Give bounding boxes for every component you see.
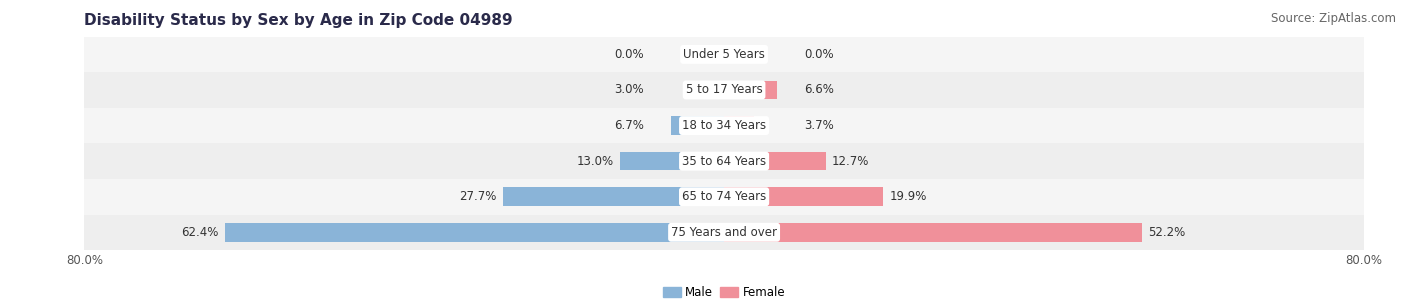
Bar — [620, 152, 724, 170]
Text: 75 Years and over: 75 Years and over — [671, 226, 778, 239]
Text: Under 5 Years: Under 5 Years — [683, 48, 765, 61]
Text: 62.4%: 62.4% — [181, 226, 219, 239]
Bar — [724, 116, 754, 135]
Text: 52.2%: 52.2% — [1147, 226, 1185, 239]
Bar — [84, 108, 1364, 143]
Bar — [84, 179, 1364, 214]
Text: 35 to 64 Years: 35 to 64 Years — [682, 155, 766, 168]
Bar — [84, 143, 1364, 179]
Legend: Male, Female: Male, Female — [658, 282, 790, 304]
Bar — [700, 81, 724, 99]
Text: 5 to 17 Years: 5 to 17 Years — [686, 84, 762, 96]
Text: 27.7%: 27.7% — [458, 190, 496, 203]
Text: 0.0%: 0.0% — [614, 48, 644, 61]
Text: 13.0%: 13.0% — [576, 155, 614, 168]
Text: 12.7%: 12.7% — [832, 155, 869, 168]
Text: 3.7%: 3.7% — [804, 119, 834, 132]
Bar — [724, 223, 1142, 242]
Bar — [724, 188, 883, 206]
Text: 65 to 74 Years: 65 to 74 Years — [682, 190, 766, 203]
Bar — [724, 152, 825, 170]
Text: 18 to 34 Years: 18 to 34 Years — [682, 119, 766, 132]
Bar — [502, 188, 724, 206]
Text: 6.7%: 6.7% — [614, 119, 644, 132]
Bar — [84, 214, 1364, 250]
Bar — [671, 116, 724, 135]
Text: 19.9%: 19.9% — [890, 190, 927, 203]
Text: Source: ZipAtlas.com: Source: ZipAtlas.com — [1271, 12, 1396, 25]
Text: 3.0%: 3.0% — [614, 84, 644, 96]
Text: 6.6%: 6.6% — [804, 84, 834, 96]
Bar — [724, 81, 778, 99]
Bar — [225, 223, 724, 242]
Bar — [84, 72, 1364, 108]
Text: Disability Status by Sex by Age in Zip Code 04989: Disability Status by Sex by Age in Zip C… — [84, 13, 513, 28]
Text: 0.0%: 0.0% — [804, 48, 834, 61]
Bar — [84, 37, 1364, 72]
